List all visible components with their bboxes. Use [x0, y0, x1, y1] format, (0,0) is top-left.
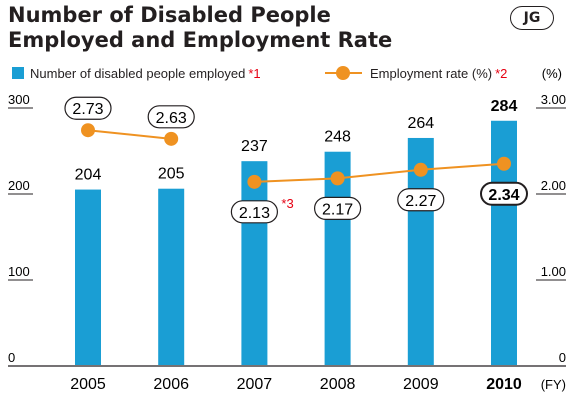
right-axis-tick-label: 2.00 [541, 178, 566, 193]
right-axis-unit: (%) [542, 66, 562, 81]
legend-note-rate: *2 [495, 66, 507, 81]
x-tick-label: 2009 [403, 376, 439, 393]
rate-marker [413, 162, 428, 177]
rate-value-label: 2.34 [488, 187, 519, 204]
legend-note-bars: *1 [248, 66, 260, 81]
rate-label-pill [397, 188, 445, 212]
bar-value-label: 237 [241, 138, 268, 155]
rate-label-pill [230, 200, 278, 224]
rate-label-pill [64, 96, 112, 120]
rate-marker [81, 123, 95, 138]
rate-line [254, 162, 505, 183]
bar-value-label: 284 [491, 98, 518, 115]
x-axis-unit: (FY) [541, 377, 566, 392]
x-tick-label: 2007 [237, 376, 273, 393]
rate-point-note: *3 [281, 196, 293, 211]
left-axis-tick-label: 100 [8, 264, 30, 279]
rate-value-label: 2.63 [156, 110, 187, 127]
x-tick-label: 2005 [70, 376, 106, 393]
right-axis-tick-label: 1.00 [541, 264, 566, 279]
right-axis-tick-label: 0 [559, 350, 566, 365]
rate-marker [497, 156, 511, 171]
bar [241, 161, 268, 365]
rate-line [87, 129, 172, 140]
legend-label-bars: Number of disabled people employed *1 [30, 66, 261, 81]
left-axis-tick-label: 300 [8, 92, 30, 107]
rate-marker [330, 171, 345, 186]
chart-title: Number of Disabled People Employed and E… [8, 3, 393, 52]
rate-value-label: 2.27 [405, 193, 436, 210]
bar [158, 188, 185, 365]
x-tick-label: 2010 [486, 376, 522, 393]
legend-label-rate: Employment rate (%) *2 [370, 66, 507, 81]
rate-marker [164, 131, 179, 146]
rate-label-pill [314, 196, 362, 220]
rate-marker [247, 174, 262, 189]
legend-swatch-bars [12, 67, 24, 79]
rate-value-label: 2.73 [72, 101, 103, 118]
x-tick-label: 2006 [153, 376, 189, 393]
rate-value-label: 2.17 [322, 201, 353, 218]
bar-value-label: 204 [75, 167, 102, 184]
bar [324, 151, 351, 365]
right-axis-tick-label: 3.00 [541, 92, 566, 107]
legend-marker [336, 66, 350, 80]
left-axis-tick-label: 0 [8, 350, 15, 365]
left-axis-tick-label: 200 [8, 178, 30, 193]
rate-value-label: 2.13 [239, 205, 270, 222]
bar-value-label: 205 [158, 166, 185, 183]
x-tick-label: 2008 [320, 376, 356, 393]
rate-label-pill [480, 181, 528, 206]
bar-value-label: 248 [324, 129, 351, 146]
bar-value-label: 264 [407, 115, 434, 132]
rate-label-pill [147, 105, 195, 129]
bar [75, 189, 101, 365]
segment-badge: JG [510, 6, 554, 30]
